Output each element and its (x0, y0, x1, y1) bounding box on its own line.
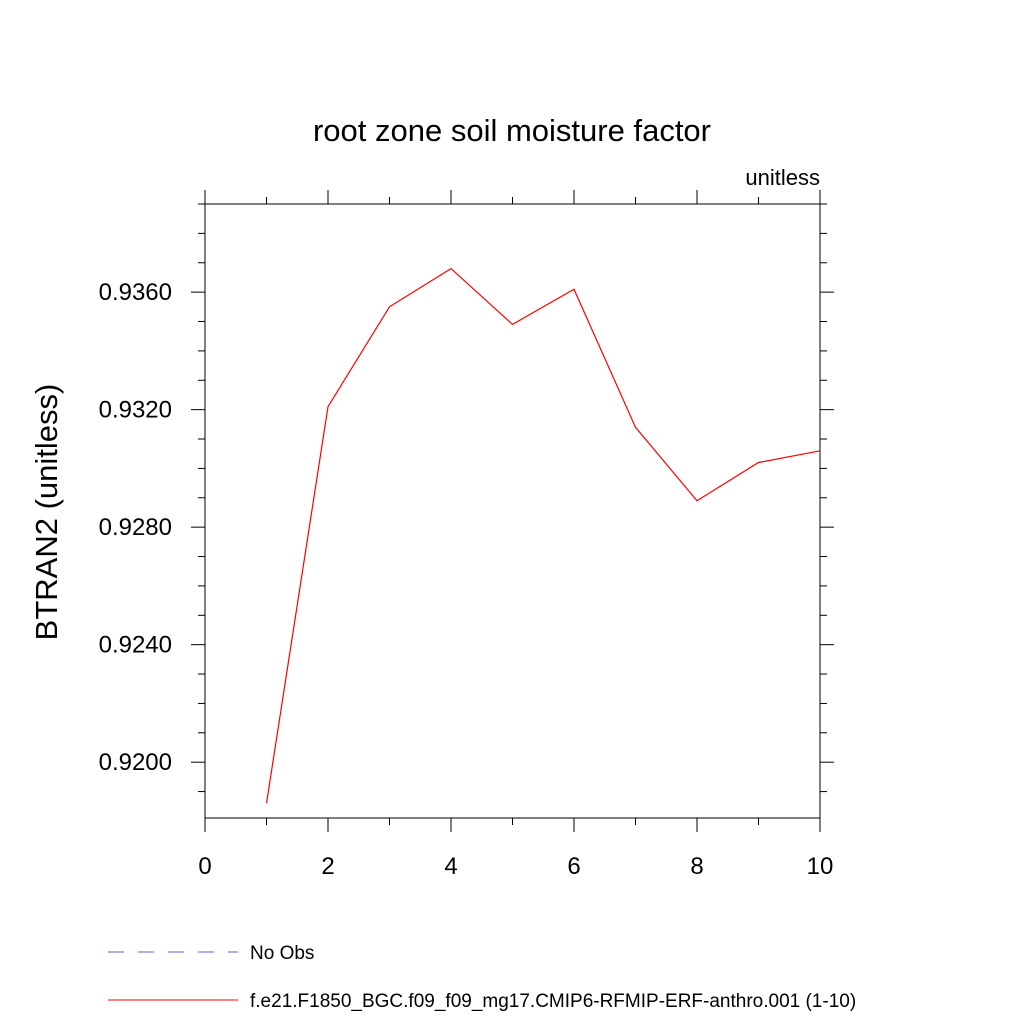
plot-frame (204, 203, 821, 819)
y-axis-label: BTRAN2 (unitless) (29, 384, 64, 641)
y-tick-label: 0.9360 (99, 279, 172, 306)
series-line (265, 267, 821, 804)
x-tick-label: 8 (690, 853, 703, 880)
legend: No Obs f.e21.F1850_BGC.f09_f09_mg17.CMIP6… (108, 943, 856, 1012)
x-tick-label: 2 (321, 853, 334, 880)
tick-labels: 0 2 4 6 8 10 0.9200 0.9240 0.9280 0.9320 0.9360 (99, 279, 834, 880)
legend-label: f.e21.F1850_BGC.f09_f09_mg17.CMIP6-RFMIP… (250, 991, 856, 1012)
y-tick-label: 0.9200 (99, 749, 172, 776)
x-tick-label: 4 (444, 853, 457, 880)
y-tick-label: 0.9320 (99, 397, 172, 424)
tick-marks (191, 190, 834, 832)
chart-title: root zone soil moisture factor (313, 113, 711, 148)
x-tick-label: 6 (567, 853, 580, 880)
y-tick-label: 0.9280 (99, 514, 172, 541)
x-tick-label: 10 (807, 853, 834, 880)
legend-label: No Obs (250, 943, 314, 964)
data-series (265, 267, 821, 804)
x-tick-label: 0 (198, 853, 211, 880)
units-label: unitless (745, 165, 820, 190)
y-tick-label: 0.9240 (99, 632, 172, 659)
